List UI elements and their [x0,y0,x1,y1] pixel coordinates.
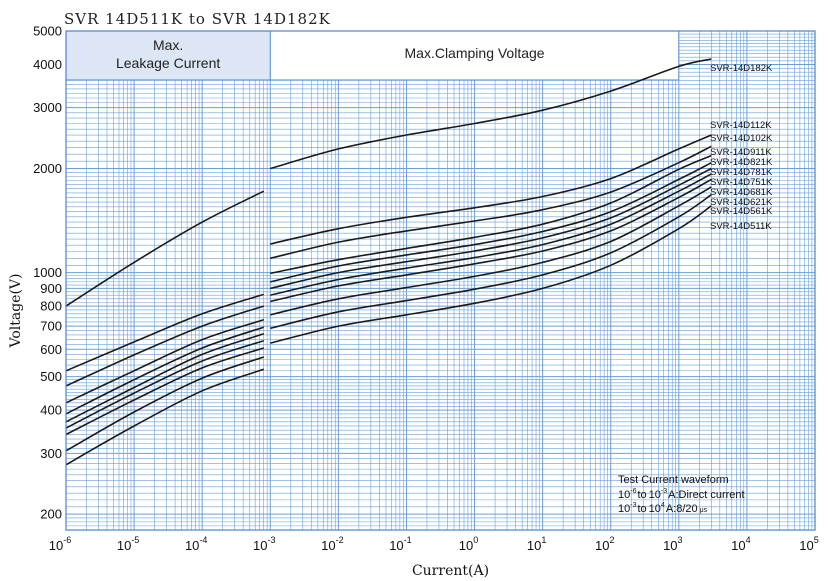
series-label-svr-14d182k: SVR-14D182K [710,63,773,74]
curve-clamping-svr-14d821k [270,161,712,283]
clamping-region-background [270,31,679,80]
ann2-base2: 10 [649,489,661,501]
x-axis-label: Current(A) [412,563,489,579]
y-axis-label: Voltage(V) [8,274,24,349]
y-tick-300: 300 [40,446,62,461]
x-tick-4: 104 [731,535,750,553]
y-tick-600: 600 [40,342,62,357]
curve-leakage-svr-14d102k [65,305,264,387]
y-tick-5000: 5000 [33,24,62,39]
x-tick-0: 100 [459,535,478,553]
series-label-svr-14d911k: SVR-14D911K [710,147,772,158]
ann2-exp1: -6 [630,488,636,495]
y-tick-2000: 2000 [33,161,62,176]
curve-clamping-svr-14d621k [270,186,712,316]
curve-leakage-svr-14d681k [65,347,264,436]
curve-leakage-svr-14d561k [65,368,264,466]
series-label-svr-14d561k: SVR-14D561K [710,206,773,217]
ann2-exp2: -3 [661,488,667,495]
series-label-svr-14d102k: SVR-14D102K [710,133,773,144]
curve-clamping-svr-14d751k [270,173,712,296]
x-tick--3: 10-3 [253,535,275,553]
x-tick-3: 103 [663,535,682,553]
ann2-desc: A:Direct current [668,489,744,501]
y-tick-4000: 4000 [33,57,62,72]
curve-leakage-svr-14d911k [65,319,264,404]
ann3-desc: A:8/20 [666,503,698,515]
ann2-to: to [637,489,646,501]
series-label-svr-14d511k: SVR-14D511K [710,221,772,232]
y-tick-900: 900 [40,281,62,296]
y-tick-800: 800 [40,299,62,314]
curve-leakage-svr-14d751k [65,340,264,429]
curve-clamping-svr-14d112k [270,134,712,245]
series-label-svr-14d751k: SVR-14D751K [710,177,773,188]
y-tick-500: 500 [40,369,62,384]
x-tick--6: 10-6 [49,535,71,553]
x-tick-2: 102 [595,535,614,553]
series-label-svr-14d621k: SVR-14D621K [710,197,773,208]
test-waveform-annotation: Test Current waveform 10-6to 10-3A:Direct… [618,474,745,515]
curve-clamping-svr-14d681k [270,178,712,303]
x-tick-5: 105 [799,535,818,553]
y-tick-200: 200 [40,507,62,522]
ann3-base: 10 [618,503,630,515]
ann3-unit: μs [700,507,708,514]
x-tick--1: 10-1 [389,535,411,553]
annotation-line1: Test Current waveform [618,474,729,486]
plot-frame [65,30,816,531]
x-tick-labels: 10-6 10-5 10-4 10-3 10-2 10-1 100 101 102 103 104 1… [49,535,819,553]
series-label-svr-14d681k: SVR-14D681K [710,187,773,198]
series-label-svr-14d821k: SVR-14D821K [710,157,773,168]
y-tick-3000: 3000 [33,100,62,115]
series-label-svr-14d781k: SVR-14D781K [710,167,773,178]
curve-leakage-svr-14d112k [65,293,264,372]
curve-leakage-svr-14d621k [65,356,264,452]
ann3-base2: 10 [649,503,661,515]
x-tick-1: 101 [527,535,546,553]
ann3-to: to [637,503,646,515]
x-tick--4: 10-4 [185,535,207,553]
series-label-svr-14d112k: SVR-14D112K [710,120,772,131]
curve-leakage-svr-14d821k [65,326,264,415]
leakage-region-label-line1: Max. [153,37,183,53]
annotation-line3: 10-3to 104A:8/20 μs [618,502,708,515]
curve-clamping-svr-14d182k [270,58,712,170]
curve-clamping-svr-14d561k [270,194,712,330]
ann3-exp1: -3 [630,502,636,509]
x-tick--2: 10-2 [321,535,343,553]
curve-leakage-svr-14d182k [65,190,265,307]
clamping-region-label: Max.Clamping Voltage [405,45,545,61]
annotation-line2: 10-6to 10-3A:Direct current [618,488,745,501]
y-tick-700: 700 [40,319,62,334]
x-tick--5: 10-5 [117,535,139,553]
y-tick-1000: 1000 [33,265,62,280]
curve-clamping-svr-14d511k [270,205,712,344]
curve-leakage-svr-14d781k [65,333,264,423]
ann2-base: 10 [618,489,630,501]
curve-clamping-svr-14d781k [270,167,712,290]
series-labels: SVR-14D182K SVR-14D112K SVR-14D102K SVR-14D… [710,63,773,232]
leakage-region-background [66,31,271,80]
y-tick-400: 400 [40,403,62,418]
ann3-exp2: 4 [661,502,665,509]
chart-title: SVR 14D511K to SVR 14D182K [64,10,331,28]
curve-clamping-svr-14d911k [270,154,712,275]
curve-clamping-svr-14d102k [270,145,712,260]
grid-lines [65,30,815,531]
leakage-region-label-line2: Leakage Current [116,55,220,71]
series-curves [65,58,712,466]
